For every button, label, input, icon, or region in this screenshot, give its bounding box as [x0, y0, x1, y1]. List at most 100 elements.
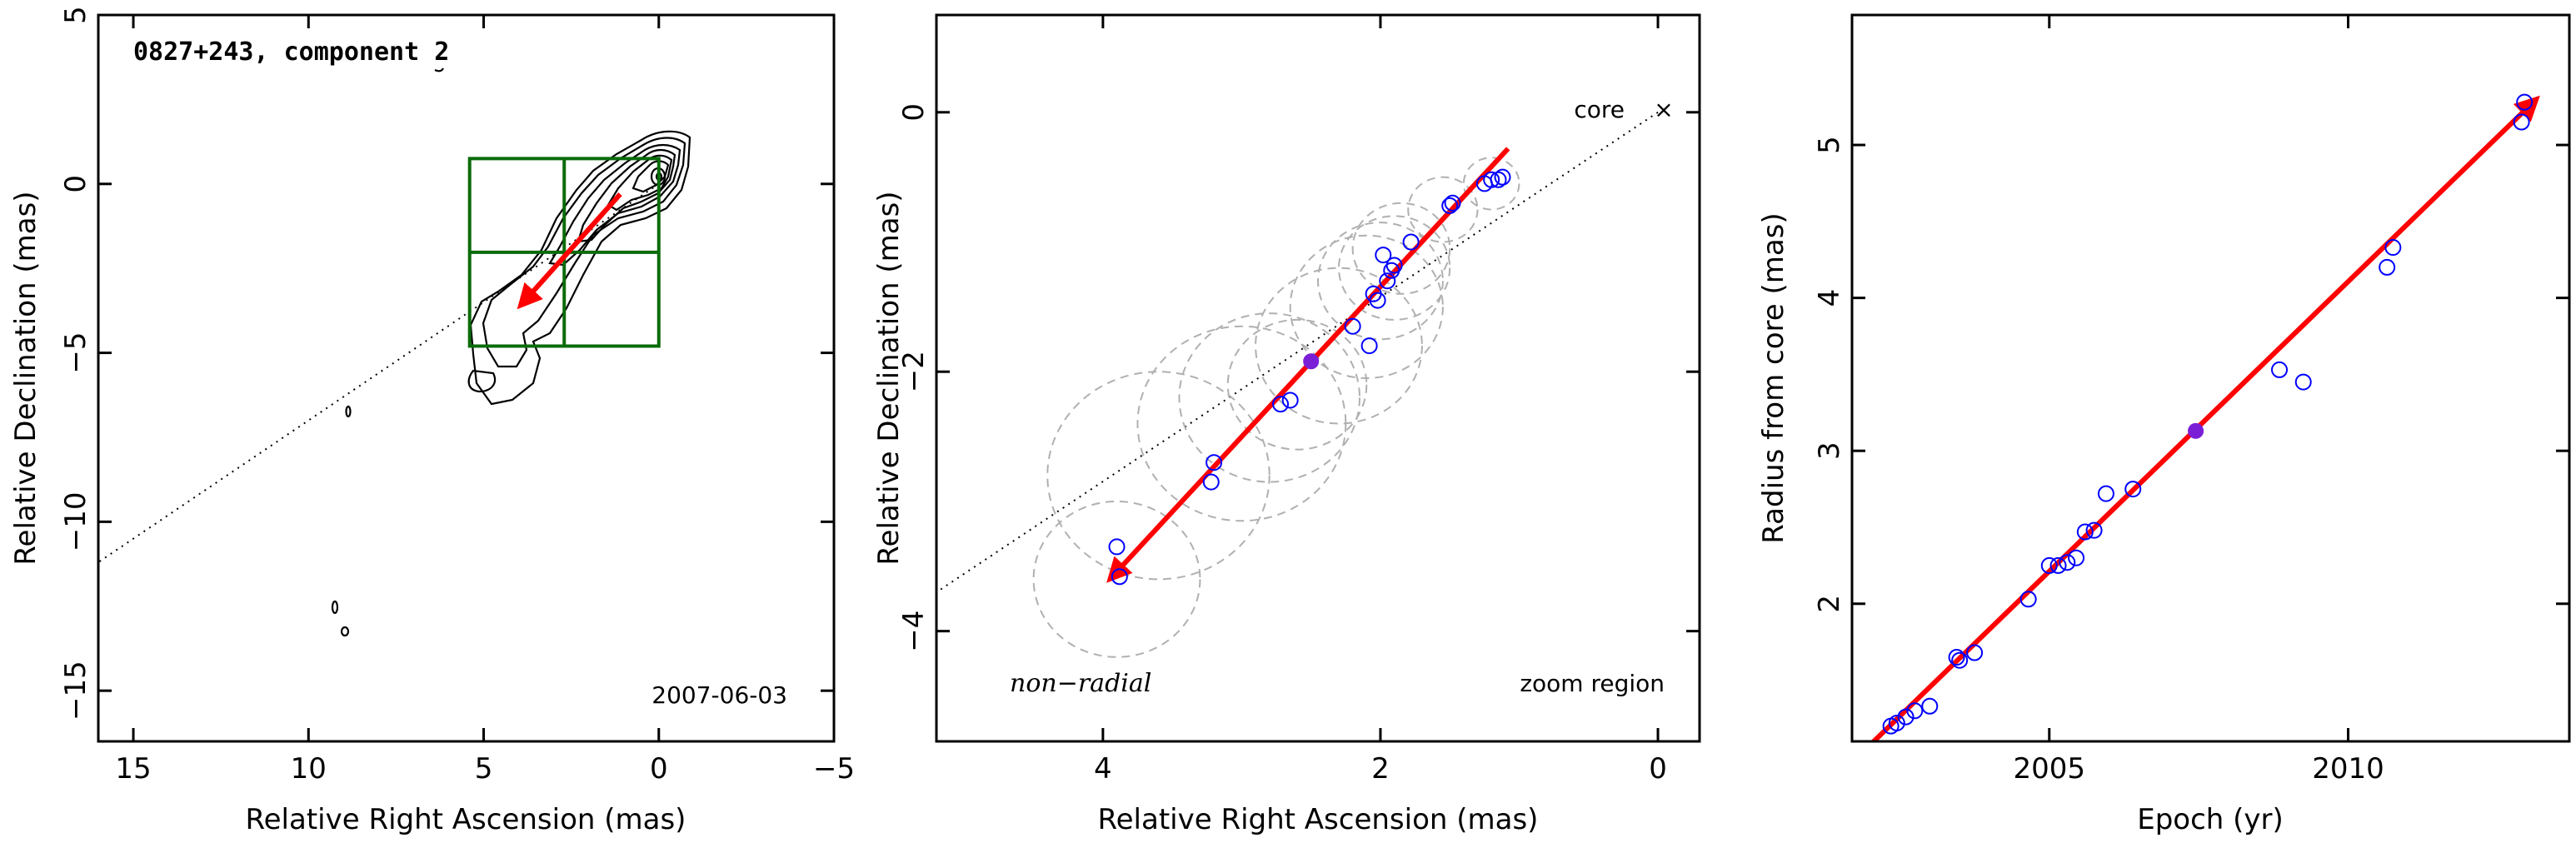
- panel-1-grid-box: [467, 157, 661, 348]
- contour-6: [632, 160, 670, 193]
- panel-1-fit-arrow: [517, 192, 622, 310]
- panel-2-point-highlight: [1303, 353, 1320, 370]
- dashed-circle: [1046, 371, 1271, 581]
- panel-2-point: [1111, 568, 1128, 586]
- panel-2-point: [1490, 171, 1507, 188]
- dashed-circle: [1351, 202, 1451, 295]
- contour-blob-2: [331, 600, 339, 615]
- p1-ytick-label: −5: [59, 332, 92, 374]
- panel-1-frame: [97, 13, 836, 743]
- panel-2-point: [1344, 317, 1361, 335]
- non-radial-label: non−radial: [1010, 669, 1151, 698]
- panel-3-point: [2097, 485, 2114, 502]
- panel-3-point: [2059, 554, 2076, 571]
- panel-3-axes: 2005 2010 2 3 4 5: [1813, 15, 2569, 786]
- panel-2-ylabel: Relative Declination (mas): [872, 191, 906, 565]
- p2-ytick-label: −2: [897, 351, 931, 392]
- p1-xtick-label: 15: [115, 752, 151, 786]
- panel-3: 2005 2010 2 3 4 5 Epoch (yr) Radius from core…: [1757, 13, 2571, 836]
- panel-2: 4 2 0 0 −2 −4 core × non−radial zoom region R…: [872, 13, 1701, 836]
- panel-3-point: [2049, 556, 2067, 574]
- p3-ytick-label: 5: [1813, 136, 1846, 154]
- panel-2-point: [1206, 454, 1223, 471]
- contour-blob-3: [340, 626, 350, 637]
- panel-1: 15 10 5 0 −5 5 0 −5 −10 −15 0827+243, component 2…: [9, 6, 855, 836]
- panel-3-point: [2076, 523, 2094, 541]
- panel-1-contours: [331, 67, 691, 637]
- panel-2-point: [1441, 197, 1459, 214]
- dashed-circle: [1178, 312, 1360, 483]
- panel-3-point: [2124, 481, 2142, 498]
- panel-2-frame: [935, 13, 1701, 743]
- panel-3-points: [1882, 93, 2534, 735]
- panel-2-point: [1272, 396, 1290, 413]
- panel-3-point: [1966, 644, 1984, 661]
- contour-outer: [469, 130, 691, 406]
- p3-ytick-label: 3: [1813, 441, 1846, 460]
- panel-3-point: [2040, 556, 2058, 574]
- panel-3-point: [2384, 239, 2402, 257]
- panel-2-point: [1402, 233, 1420, 251]
- dashed-circle: [1337, 215, 1451, 321]
- panel-1-radial-line: [98, 182, 660, 563]
- dashed-circle: [1226, 318, 1368, 451]
- contour-4: [577, 148, 676, 243]
- dashed-circle: [1032, 500, 1201, 658]
- panel-1-xlabel: Relative Right Ascension (mas): [246, 803, 686, 836]
- p1-xtick-label: 5: [475, 752, 493, 786]
- panel-1-plot-area: [98, 67, 691, 637]
- panel-2-point: [1369, 292, 1386, 309]
- p1-ytick-label: −10: [59, 491, 92, 551]
- panel-2-dashed-circles: [1032, 157, 1520, 658]
- p2-xtick-label: 4: [1094, 752, 1112, 786]
- panel-2-point: [1108, 538, 1126, 556]
- dashed-circle: [1317, 222, 1444, 341]
- p2-ytick-label: −4: [897, 611, 931, 652]
- panel-2-plot-area: [936, 111, 1659, 658]
- panel-2-points: [1108, 168, 1511, 586]
- p2-xtick-label: 2: [1371, 752, 1390, 786]
- contour-blob-1: [345, 405, 352, 418]
- panel-2-point: [1483, 171, 1500, 188]
- p3-ytick-label: 2: [1813, 595, 1846, 613]
- panel-1-axes: 15 10 5 0 −5 5 0 −5 −10 −15: [59, 6, 855, 786]
- p2-xtick-label: 0: [1649, 752, 1667, 786]
- panel-3-ylabel: Radius from core (mas): [1757, 212, 1790, 543]
- panel-1-title: 0827+243, component 2: [133, 37, 449, 67]
- panel-3-point: [2019, 591, 2037, 608]
- panel-2-point: [1375, 247, 1392, 264]
- p1-xtick-label: 10: [291, 752, 327, 786]
- panel-3-plot-area: [1870, 93, 2540, 741]
- p3-xtick-label: 2010: [2312, 752, 2384, 786]
- panel-3-point: [1921, 697, 1939, 715]
- panel-3-point: [2294, 373, 2312, 391]
- panel-1-date-label: 2007-06-03: [651, 681, 787, 709]
- panel-3-frame: [1850, 13, 2571, 743]
- panel-3-point: [1906, 702, 1924, 720]
- panel-2-radial-line: [936, 111, 1659, 593]
- p1-ytick-label: 0: [59, 175, 92, 193]
- panel-3-point: [2271, 361, 2289, 378]
- panel-3-point: [2516, 93, 2534, 111]
- p1-ytick-label: −15: [59, 661, 92, 721]
- core-marker: ×: [1654, 96, 1673, 123]
- dashed-circle: [1462, 157, 1520, 211]
- panel-2-point: [1385, 257, 1403, 274]
- panel-3-point: [2068, 549, 2085, 566]
- p3-ytick-label: 4: [1813, 289, 1846, 307]
- p3-xtick-label: 2005: [2014, 752, 2086, 786]
- dashed-circle: [1289, 234, 1444, 380]
- p1-xtick-label: 0: [650, 752, 668, 786]
- p1-ytick-label: 5: [59, 6, 92, 24]
- panel-2-axes: 4 2 0 0 −2 −4: [897, 15, 1700, 786]
- zoom-region-label: zoom region: [1520, 670, 1665, 697]
- p2-ytick-label: 0: [897, 103, 931, 122]
- core-label: core: [1574, 96, 1625, 123]
- panel-1-ylabel: Relative Declination (mas): [9, 191, 42, 565]
- panel-3-point: [1897, 708, 1915, 726]
- panel-3-point: [1888, 714, 1905, 731]
- panel-2-xlabel: Relative Right Ascension (mas): [1098, 803, 1539, 836]
- contour-3: [548, 143, 681, 267]
- p1-xtick-label: −5: [813, 752, 855, 786]
